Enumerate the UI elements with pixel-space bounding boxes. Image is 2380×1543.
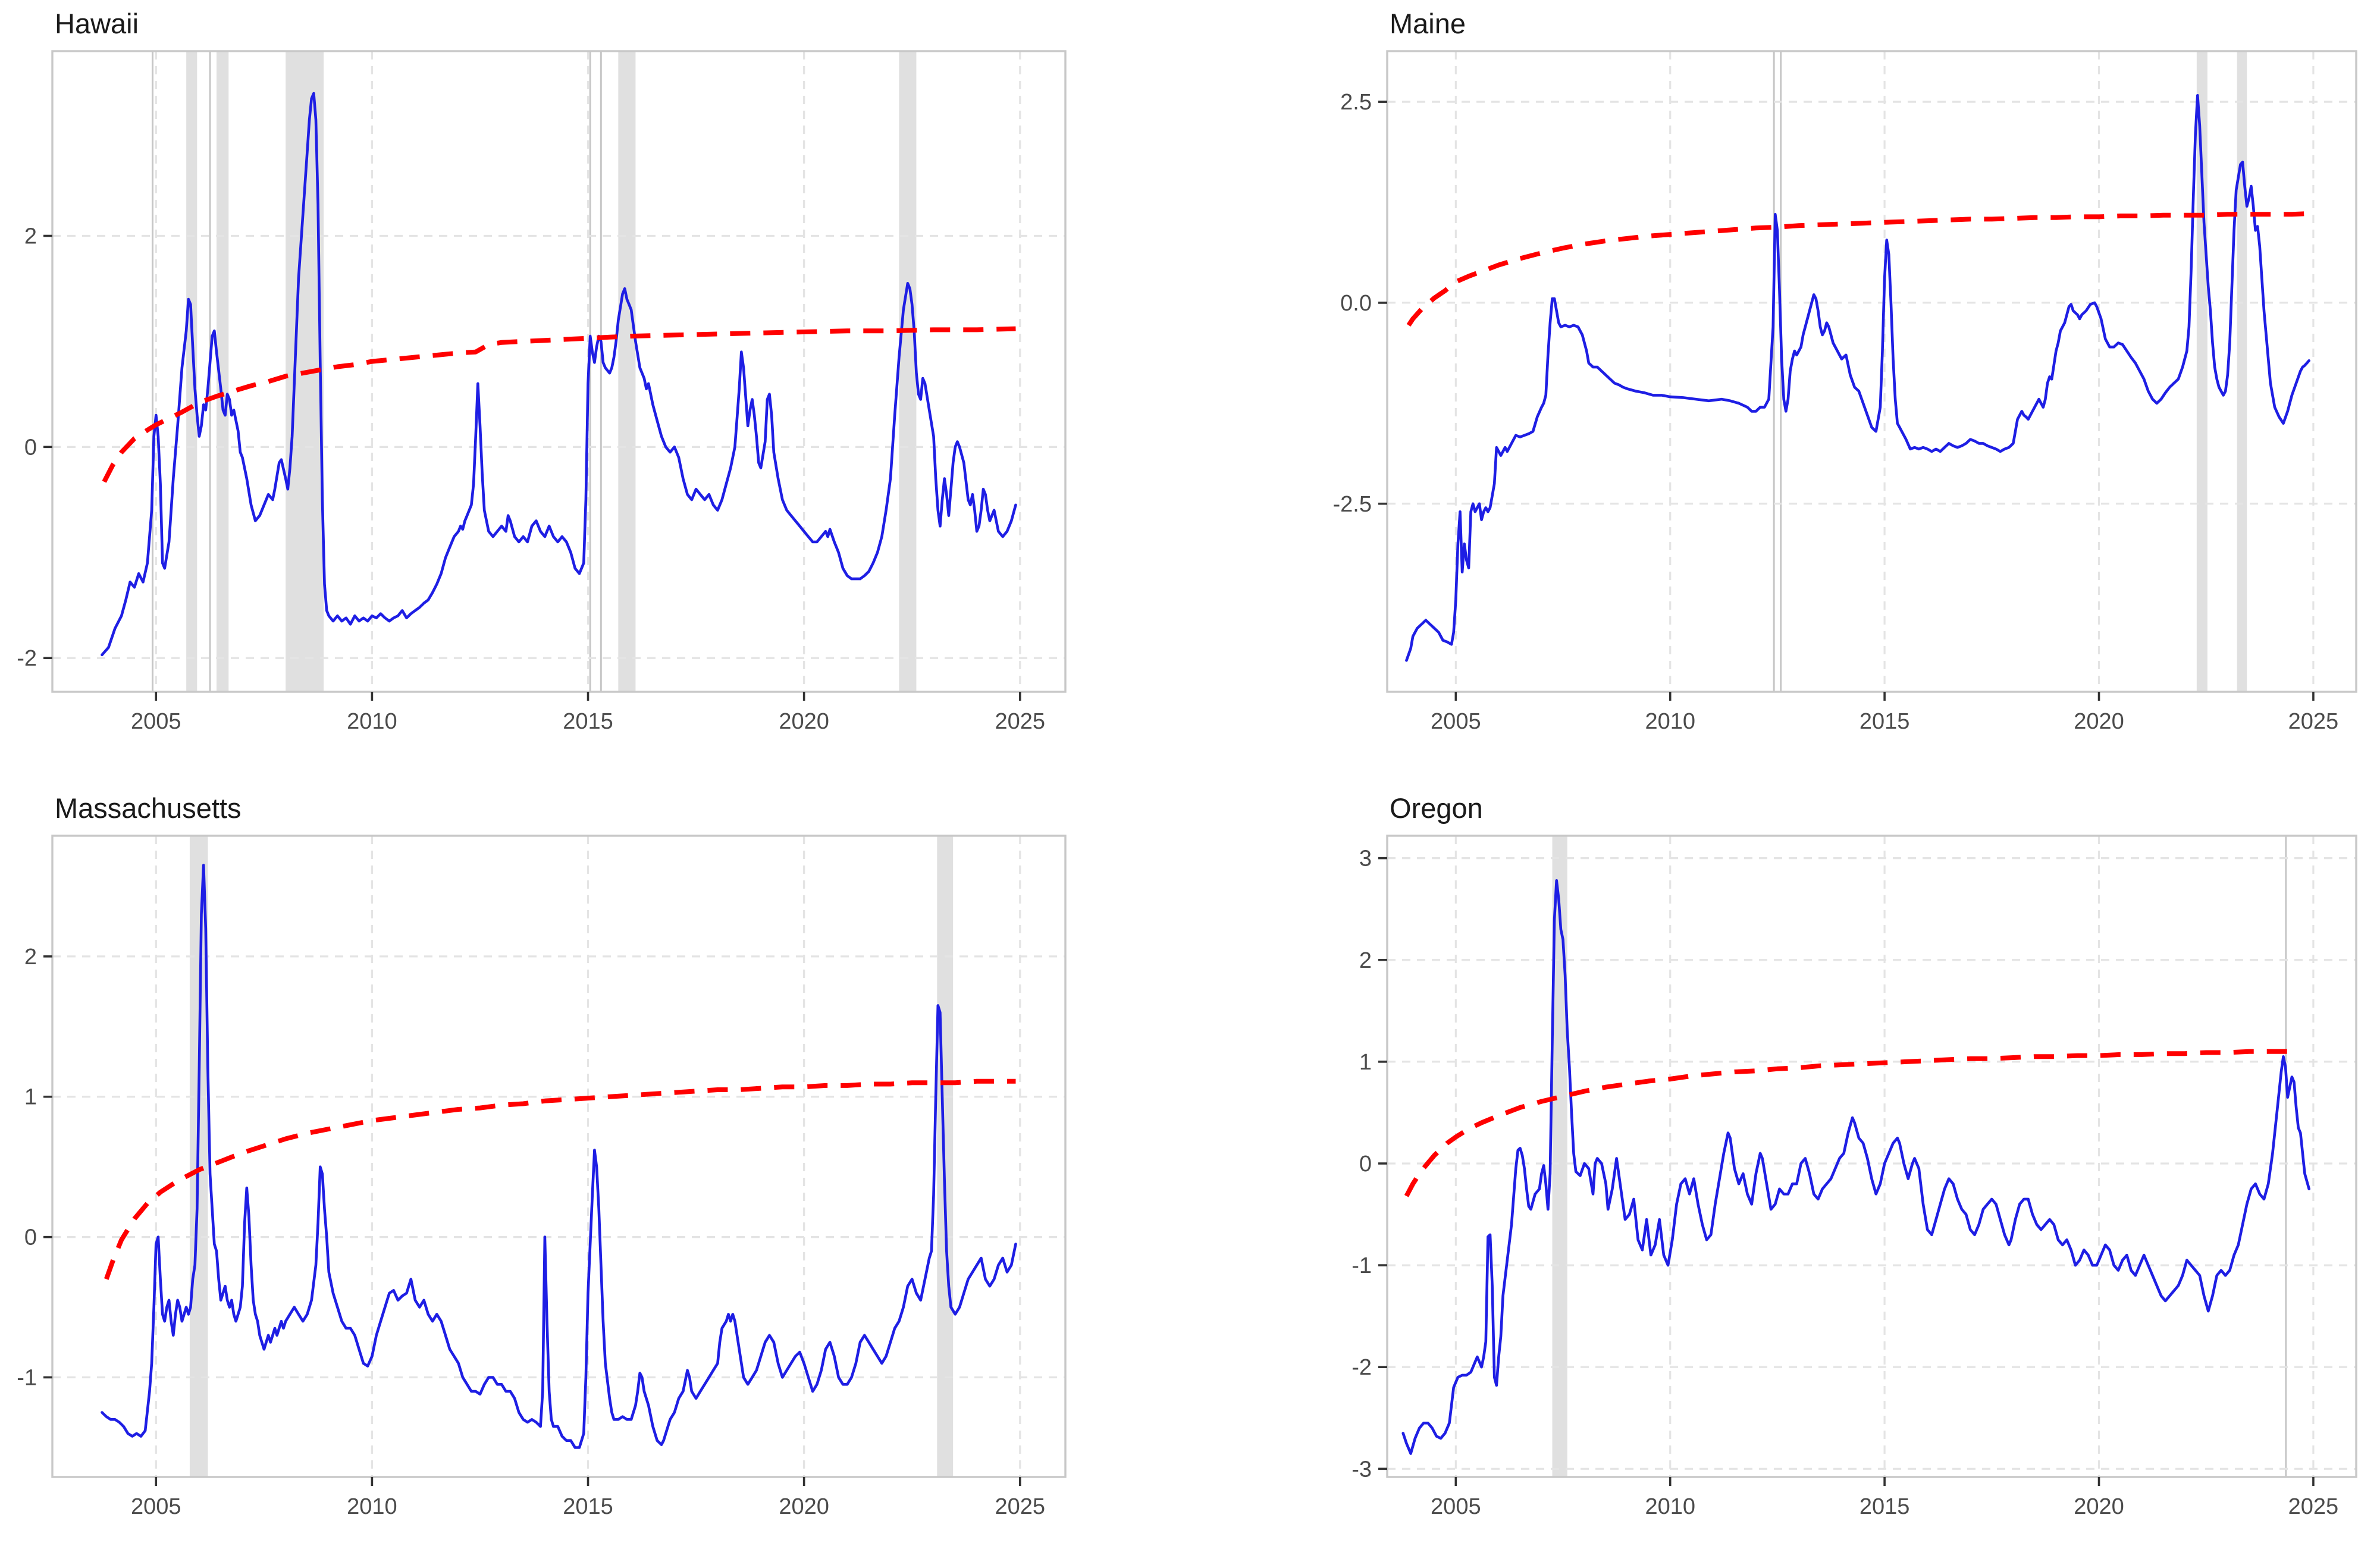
svg-text:-2: -2 <box>1352 1355 1372 1380</box>
svg-text:3: 3 <box>1359 846 1372 871</box>
chart-canvas-oregon: 2005 2010 2015 2020 2025 3 2 1 0 -1 -2 -3 <box>1352 835 2357 1519</box>
chart-title-maine: Maine <box>1390 8 1466 39</box>
svg-text:2015: 2015 <box>1860 709 1910 734</box>
svg-text:2010: 2010 <box>1645 1494 1695 1519</box>
svg-text:2010: 2010 <box>347 1494 397 1519</box>
svg-text:2015: 2015 <box>1860 1494 1910 1519</box>
svg-text:0: 0 <box>24 1225 37 1250</box>
chart-canvas-hawaii: 2005 2010 2015 2020 2025 2 0 -2 <box>17 50 1067 734</box>
svg-text:2025: 2025 <box>995 1494 1045 1519</box>
svg-text:-1: -1 <box>1352 1253 1372 1278</box>
svg-text:0: 0 <box>24 435 37 460</box>
svg-text:0: 0 <box>1359 1152 1372 1177</box>
svg-text:2025: 2025 <box>2288 1494 2339 1519</box>
chart-canvas-maine: 2005 2010 2015 2020 2025 2.5 0.0 -2.5 <box>1333 50 2357 734</box>
svg-text:-1: -1 <box>17 1366 37 1391</box>
svg-text:2: 2 <box>1359 948 1372 973</box>
svg-text:2: 2 <box>24 224 37 249</box>
svg-text:-3: -3 <box>1352 1457 1372 1482</box>
svg-text:2005: 2005 <box>1431 1494 1481 1519</box>
svg-text:2010: 2010 <box>1645 709 1695 734</box>
svg-text:2.5: 2.5 <box>1340 90 1372 115</box>
svg-text:2005: 2005 <box>1431 709 1481 734</box>
chart-title-hawaii: Hawaii <box>55 8 139 39</box>
svg-text:2010: 2010 <box>347 709 397 734</box>
svg-text:2020: 2020 <box>2074 1494 2124 1519</box>
svg-text:-2: -2 <box>17 646 37 671</box>
svg-text:2020: 2020 <box>779 1494 829 1519</box>
svg-text:2025: 2025 <box>995 709 1045 734</box>
svg-text:2: 2 <box>24 945 37 970</box>
svg-text:2025: 2025 <box>2288 709 2339 734</box>
chart-title-massachusetts: Massachusetts <box>55 792 242 824</box>
svg-text:2020: 2020 <box>2074 709 2124 734</box>
svg-text:2015: 2015 <box>563 1494 613 1519</box>
svg-text:2005: 2005 <box>131 1494 181 1519</box>
svg-text:2015: 2015 <box>563 709 613 734</box>
svg-text:1: 1 <box>1359 1050 1372 1075</box>
svg-text:-2.5: -2.5 <box>1333 492 1372 517</box>
svg-text:0.0: 0.0 <box>1340 291 1372 316</box>
chart-title-oregon: Oregon <box>1390 792 1483 824</box>
chart-canvas-massachusetts: 2005 2010 2015 2020 2025 2 1 0 -1 <box>17 835 1067 1519</box>
svg-text:1: 1 <box>24 1085 37 1110</box>
svg-text:2005: 2005 <box>131 709 181 734</box>
svg-text:2020: 2020 <box>779 709 829 734</box>
